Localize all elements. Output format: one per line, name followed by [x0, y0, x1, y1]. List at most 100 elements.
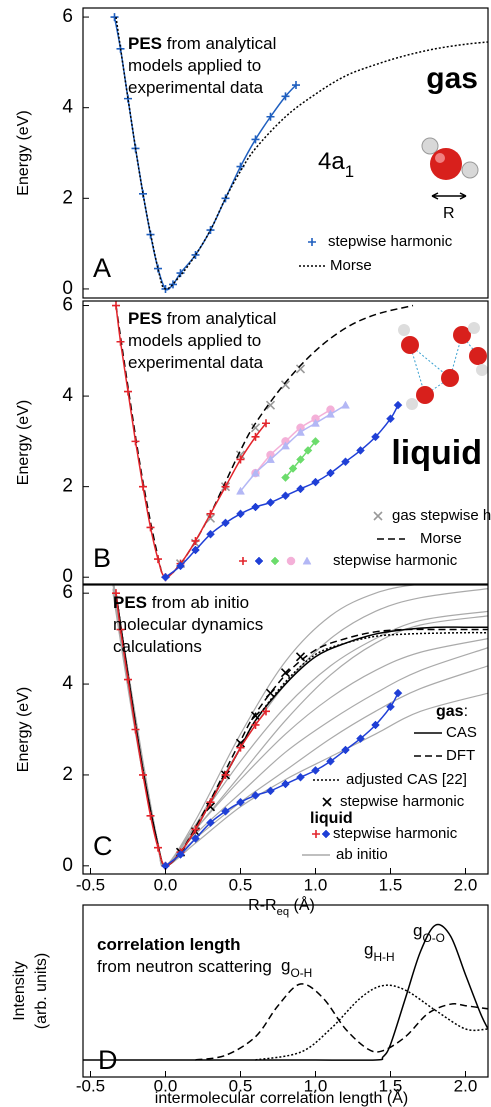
data-point	[356, 446, 365, 455]
data-point	[251, 468, 260, 477]
data-point	[221, 806, 230, 816]
plot-area	[112, 585, 488, 871]
annotation: gas	[426, 62, 478, 95]
x-tick-label: 1.5	[379, 1076, 403, 1095]
data-point	[341, 457, 350, 467]
legend-label: CAS	[446, 724, 477, 741]
annotation-part: liquid	[310, 810, 353, 827]
legend-marker	[322, 797, 332, 807]
data-point	[251, 720, 260, 729]
legend-marker	[239, 557, 247, 565]
x-tick-label: 1.5	[379, 875, 403, 894]
annotation: liquid	[310, 810, 353, 827]
data-point	[251, 502, 260, 512]
panel-title-part: calculations	[113, 637, 202, 656]
data-point	[235, 450, 246, 460]
legend-marker	[270, 556, 280, 566]
legend-label: ab initio	[336, 846, 388, 863]
data-point	[266, 454, 275, 463]
panel-title: calculations	[113, 637, 202, 656]
data-point	[296, 455, 305, 464]
data-point	[251, 432, 260, 441]
data-point	[124, 675, 132, 684]
annotation-part: R	[443, 205, 455, 222]
data-point	[281, 441, 290, 450]
y-axis-label: Energy (eV)	[15, 110, 32, 195]
y-tick-label: 4	[62, 97, 73, 118]
x-tick-label: 0.5	[229, 875, 253, 894]
data-point	[110, 13, 119, 22]
annotation-part: :	[464, 703, 468, 720]
series-line	[83, 923, 488, 1061]
series-line	[115, 16, 488, 290]
panel-title-part: models applied to	[128, 56, 261, 75]
y-axis-label: Energy (eV)	[15, 687, 32, 772]
data-point	[280, 380, 291, 390]
y-axis-label: Energy (eV)	[15, 400, 32, 485]
panel-label: C	[93, 831, 113, 861]
panel-title: PES from analytical	[128, 309, 276, 328]
data-point	[393, 688, 403, 698]
legend-label: stepwise harmonic	[333, 552, 458, 569]
x-axis-label: R-Req (Å)	[248, 895, 315, 918]
x-tick-label: -0.5	[76, 1076, 105, 1095]
data-point	[288, 464, 298, 473]
y-tick-label: 6	[62, 6, 73, 27]
data-point	[311, 766, 320, 775]
data-point	[139, 482, 147, 491]
annotation-part: liquid	[391, 434, 482, 472]
data-point	[116, 337, 125, 346]
data-point	[250, 423, 261, 433]
panel-title: models applied to	[128, 331, 261, 350]
series-line	[115, 304, 414, 578]
legend-marker	[308, 238, 316, 246]
data-point	[116, 625, 125, 634]
panel-label: D	[98, 1045, 118, 1075]
x-axis-label-part: R-R	[248, 897, 276, 914]
annotation: gas:	[436, 703, 468, 720]
series-line	[239, 404, 346, 492]
data-point	[146, 523, 155, 532]
data-point	[262, 419, 270, 428]
data-point	[281, 92, 290, 101]
hydrogen-atom	[398, 324, 410, 336]
oxygen-atom	[469, 347, 487, 365]
data-point	[131, 725, 140, 734]
panel-title-part: experimental data	[128, 353, 264, 372]
legend-label: stepwise harmonic	[333, 825, 458, 842]
panel-title-part: from ab initio	[147, 593, 249, 612]
annotation-part: g	[413, 921, 422, 940]
panel-title-part: molecular dynamics	[113, 615, 263, 634]
data-point	[393, 400, 403, 410]
legend-label: adjusted CAS [22]	[346, 771, 467, 788]
data-point	[265, 688, 276, 698]
data-point	[236, 486, 245, 495]
legend-label: gas stepwise harmonic	[392, 507, 491, 524]
x-axis-label-part: eq	[277, 906, 289, 918]
annotation-part: O-H	[290, 966, 312, 980]
data-point	[191, 834, 200, 843]
data-point	[266, 786, 275, 796]
data-point	[221, 770, 230, 779]
y-tick-label: 2	[62, 187, 73, 208]
data-point	[112, 301, 120, 310]
panel-label: A	[93, 253, 111, 283]
annotation-part: gas	[436, 703, 464, 720]
x-tick-label: 2.0	[454, 875, 478, 894]
data-point	[206, 798, 215, 807]
data-point	[221, 194, 230, 203]
panel-title: PES from ab initio	[113, 593, 249, 612]
hydrogen-atom	[406, 398, 418, 410]
data-point	[169, 280, 177, 289]
plot-area	[110, 13, 488, 293]
panel-title-part: correlation length	[97, 935, 241, 954]
legend-marker	[321, 829, 331, 839]
x-tick-label: 1.0	[304, 1076, 328, 1095]
panel-title: from neutron scattering	[97, 957, 272, 976]
annotation-part: 4a	[318, 148, 345, 175]
hydrogen-atom	[461, 161, 479, 179]
data-point	[281, 779, 290, 789]
annotation: gO-H	[281, 956, 312, 980]
y-tick-label: 0	[62, 278, 73, 299]
panel-title-part: from analytical	[162, 309, 276, 328]
